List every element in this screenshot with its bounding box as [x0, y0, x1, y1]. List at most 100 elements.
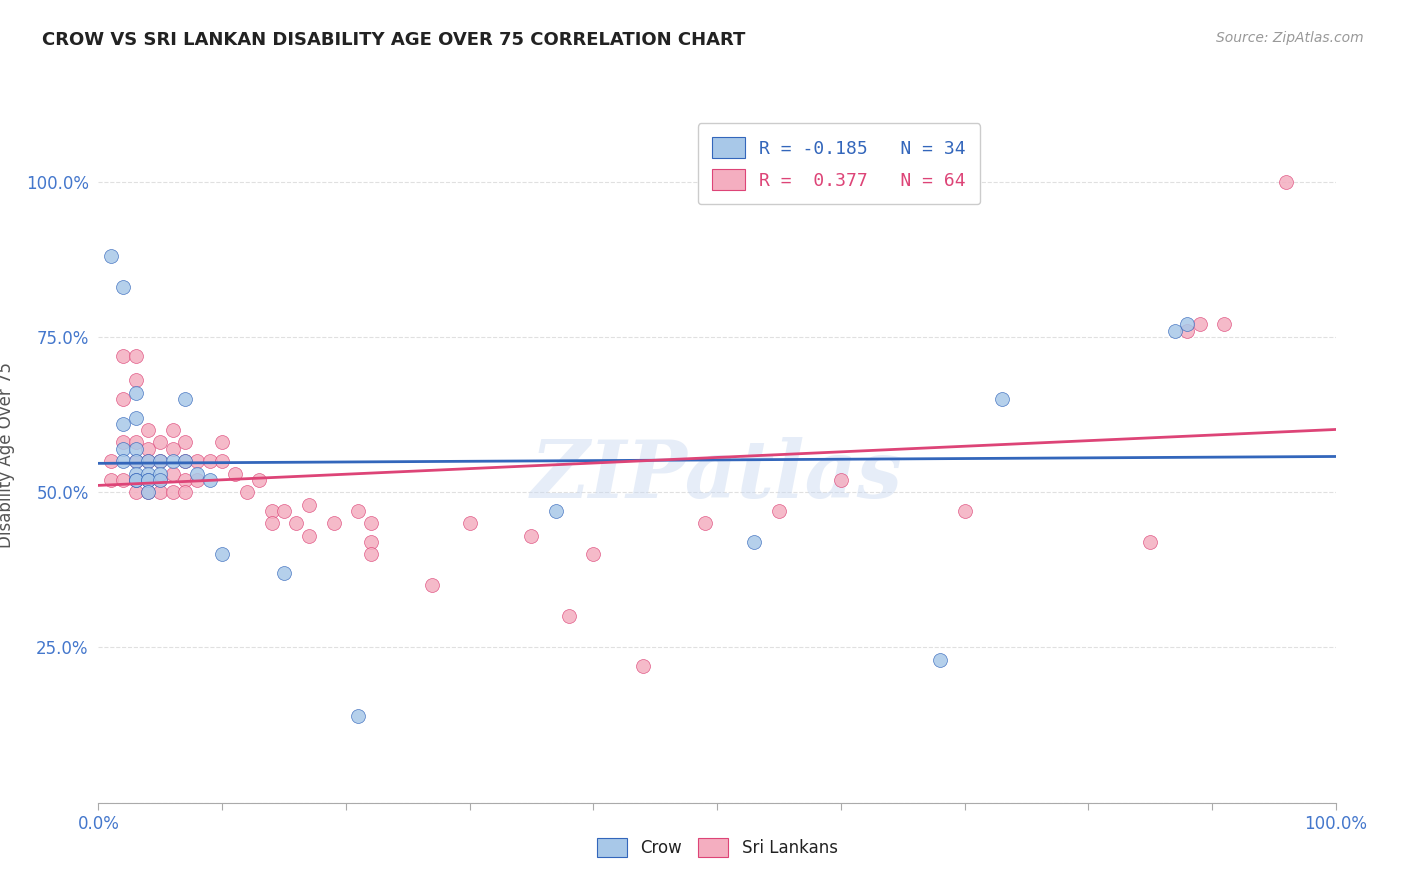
Point: [100, 454, 122, 468]
Point: [520, 529, 543, 543]
Point: [136, 454, 159, 468]
Point: [124, 435, 146, 450]
Point: [112, 417, 135, 431]
Point: [136, 442, 159, 456]
Point: [830, 473, 852, 487]
Point: [174, 454, 197, 468]
Point: [136, 473, 159, 487]
Point: [360, 535, 382, 549]
Point: [136, 485, 159, 500]
Point: [100, 473, 122, 487]
Point: [112, 435, 135, 450]
Point: [186, 467, 208, 481]
Point: [162, 442, 184, 456]
Point: [298, 498, 321, 512]
Y-axis label: Disability Age Over 75: Disability Age Over 75: [0, 362, 14, 548]
Point: [149, 473, 172, 487]
Point: [928, 653, 950, 667]
Point: [211, 435, 233, 450]
Point: [631, 659, 654, 673]
Point: [124, 349, 146, 363]
Point: [557, 609, 579, 624]
Point: [1164, 324, 1187, 338]
Point: [360, 516, 382, 531]
Point: [360, 547, 382, 561]
Point: [112, 280, 135, 294]
Point: [100, 249, 122, 263]
Point: [149, 435, 172, 450]
Point: [124, 473, 146, 487]
Point: [149, 473, 172, 487]
Point: [953, 504, 976, 518]
Point: [1188, 318, 1211, 332]
Point: [285, 516, 308, 531]
Point: [124, 473, 146, 487]
Point: [1139, 535, 1161, 549]
Point: [174, 473, 197, 487]
Point: [174, 454, 197, 468]
Point: [422, 578, 444, 592]
Text: ZIPatlas: ZIPatlas: [531, 437, 903, 515]
Point: [742, 535, 765, 549]
Point: [273, 566, 295, 580]
Point: [124, 454, 146, 468]
Point: [546, 504, 568, 518]
Point: [124, 473, 146, 487]
Point: [186, 473, 208, 487]
Point: [198, 454, 221, 468]
Point: [236, 485, 259, 500]
Point: [149, 467, 172, 481]
Point: [124, 454, 146, 468]
Point: [149, 454, 172, 468]
Point: [124, 467, 146, 481]
Point: [990, 392, 1012, 406]
Point: [273, 504, 295, 518]
Point: [124, 410, 146, 425]
Point: [162, 467, 184, 481]
Point: [247, 473, 270, 487]
Point: [112, 454, 135, 468]
Point: [582, 547, 605, 561]
Point: [1213, 318, 1236, 332]
Text: CROW VS SRI LANKAN DISABILITY AGE OVER 75 CORRELATION CHART: CROW VS SRI LANKAN DISABILITY AGE OVER 7…: [42, 31, 745, 49]
Point: [347, 708, 370, 723]
Point: [211, 454, 233, 468]
Point: [112, 473, 135, 487]
Point: [162, 454, 184, 468]
Point: [174, 485, 197, 500]
Point: [298, 529, 321, 543]
Point: [1275, 175, 1298, 189]
Point: [1175, 324, 1198, 338]
Point: [347, 504, 370, 518]
Point: [162, 423, 184, 437]
Point: [260, 516, 283, 531]
Point: [112, 349, 135, 363]
Point: [112, 442, 135, 456]
Point: [136, 454, 159, 468]
Text: Source: ZipAtlas.com: Source: ZipAtlas.com: [1216, 31, 1364, 45]
Point: [768, 504, 790, 518]
Point: [186, 454, 208, 468]
Point: [124, 442, 146, 456]
Point: [162, 485, 184, 500]
Point: [136, 467, 159, 481]
Point: [693, 516, 716, 531]
Point: [224, 467, 246, 481]
Point: [149, 454, 172, 468]
Point: [322, 516, 344, 531]
Point: [124, 385, 146, 400]
Point: [174, 435, 197, 450]
Point: [124, 485, 146, 500]
Point: [136, 485, 159, 500]
Point: [124, 473, 146, 487]
Point: [124, 373, 146, 387]
Point: [136, 423, 159, 437]
Point: [112, 392, 135, 406]
Point: [198, 473, 221, 487]
Point: [211, 547, 233, 561]
Point: [260, 504, 283, 518]
Point: [458, 516, 481, 531]
Legend: Crow, Sri Lankans: Crow, Sri Lankans: [591, 831, 844, 864]
Point: [174, 392, 197, 406]
Point: [136, 473, 159, 487]
